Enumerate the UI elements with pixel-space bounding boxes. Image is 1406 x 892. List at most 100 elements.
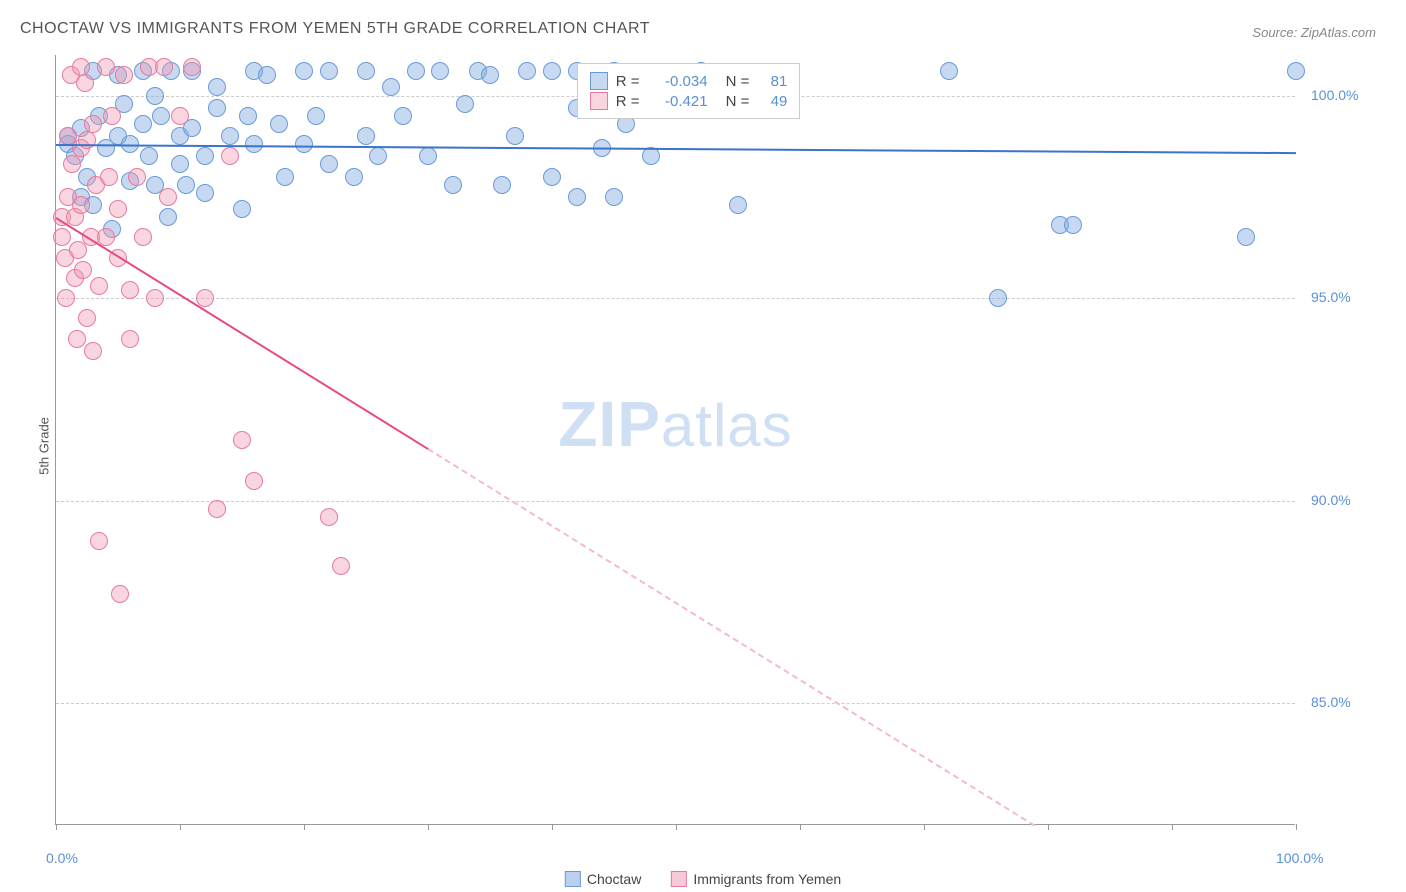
data-point: [568, 188, 586, 206]
data-point: [276, 168, 294, 186]
data-point: [307, 107, 325, 125]
legend-r-label: R =: [616, 73, 640, 90]
data-point: [84, 115, 102, 133]
x-tick: [552, 824, 553, 830]
data-point: [140, 147, 158, 165]
data-point: [940, 62, 958, 80]
data-point: [196, 147, 214, 165]
data-point: [146, 289, 164, 307]
y-tick-label: 90.0%: [1311, 492, 1351, 508]
data-point: [233, 200, 251, 218]
data-point: [518, 62, 536, 80]
data-point: [239, 107, 257, 125]
data-point: [74, 261, 92, 279]
watermark-rest: atlas: [661, 392, 793, 459]
data-point: [72, 58, 90, 76]
data-point: [177, 176, 195, 194]
data-point: [543, 62, 561, 80]
x-tick-label: 100.0%: [1276, 850, 1323, 866]
legend-swatch: [671, 871, 687, 887]
legend-label: Immigrants from Yemen: [693, 871, 841, 887]
data-point: [1064, 216, 1082, 234]
data-point: [90, 277, 108, 295]
stats-legend-row: R = -0.421 N = 49: [590, 92, 788, 110]
bottom-legend-item: Choctaw: [565, 871, 641, 887]
data-point: [245, 135, 263, 153]
legend-n-value: 81: [757, 73, 787, 90]
data-point: [357, 62, 375, 80]
data-point: [76, 74, 94, 92]
data-point: [196, 184, 214, 202]
data-point: [320, 155, 338, 173]
trend-line: [55, 217, 428, 450]
x-tick-label: 0.0%: [46, 850, 78, 866]
data-point: [245, 472, 263, 490]
data-point: [128, 168, 146, 186]
bottom-legend-item: Immigrants from Yemen: [671, 871, 841, 887]
legend-swatch: [590, 92, 608, 110]
data-point: [97, 58, 115, 76]
chart-title: CHOCTAW VS IMMIGRANTS FROM YEMEN 5TH GRA…: [20, 20, 650, 38]
data-point: [72, 196, 90, 214]
data-point: [270, 115, 288, 133]
data-point: [134, 228, 152, 246]
source-label: Source:: [1252, 25, 1297, 40]
y-tick-label: 85.0%: [1311, 694, 1351, 710]
y-axis-label: 5th Grade: [36, 417, 51, 475]
data-point: [320, 62, 338, 80]
legend-n-value: 49: [757, 93, 787, 110]
legend-n-label: N =: [726, 93, 750, 110]
data-point: [121, 281, 139, 299]
trend-line: [427, 448, 1035, 827]
y-tick-label: 100.0%: [1311, 87, 1358, 103]
data-point: [208, 500, 226, 518]
data-point: [456, 95, 474, 113]
data-point: [320, 508, 338, 526]
legend-label: Choctaw: [587, 871, 641, 887]
x-tick: [304, 824, 305, 830]
data-point: [989, 289, 1007, 307]
data-point: [146, 87, 164, 105]
data-point: [431, 62, 449, 80]
data-point: [295, 135, 313, 153]
gridline-h: [56, 501, 1295, 502]
data-point: [419, 147, 437, 165]
legend-r-value: -0.421: [648, 93, 708, 110]
gridline-h: [56, 703, 1295, 704]
x-tick: [800, 824, 801, 830]
data-point: [155, 58, 173, 76]
data-point: [481, 66, 499, 84]
x-tick: [428, 824, 429, 830]
data-point: [543, 168, 561, 186]
legend-r-label: R =: [616, 93, 640, 110]
data-point: [493, 176, 511, 194]
data-point: [642, 147, 660, 165]
data-point: [115, 66, 133, 84]
data-point: [369, 147, 387, 165]
legend-r-value: -0.034: [648, 73, 708, 90]
data-point: [295, 62, 313, 80]
data-point: [221, 147, 239, 165]
x-tick: [1172, 824, 1173, 830]
data-point: [53, 228, 71, 246]
data-point: [90, 532, 108, 550]
data-point: [208, 78, 226, 96]
data-point: [171, 155, 189, 173]
watermark: ZIPatlas: [558, 387, 792, 461]
data-point: [152, 107, 170, 125]
gridline-h: [56, 298, 1295, 299]
data-point: [171, 107, 189, 125]
stats-legend: R = -0.034 N = 81 R = -0.421 N = 49: [577, 63, 801, 119]
data-point: [1237, 228, 1255, 246]
legend-swatch: [565, 871, 581, 887]
data-point: [121, 330, 139, 348]
data-point: [103, 107, 121, 125]
legend-swatch: [590, 72, 608, 90]
data-point: [605, 188, 623, 206]
watermark-bold: ZIP: [558, 388, 661, 460]
data-point: [407, 62, 425, 80]
legend-n-label: N =: [726, 73, 750, 90]
data-point: [111, 585, 129, 603]
x-tick: [1048, 824, 1049, 830]
data-point: [84, 342, 102, 360]
